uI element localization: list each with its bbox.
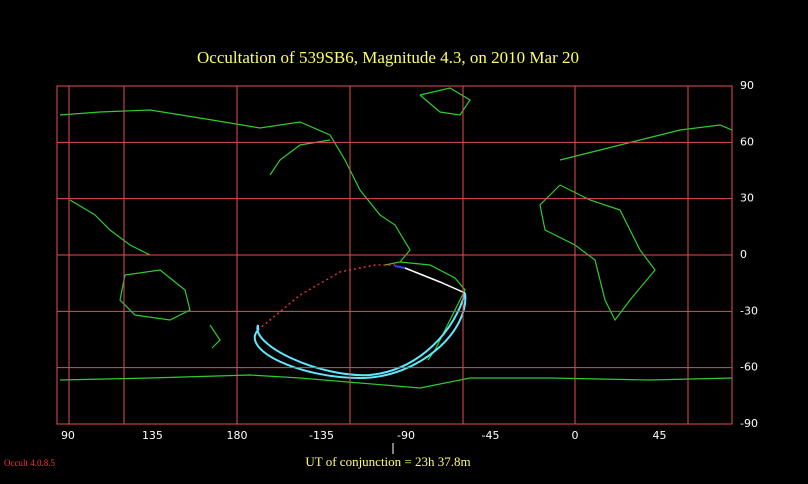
longitude-label: 45 xyxy=(653,429,667,442)
map-frame xyxy=(56,85,733,425)
title: Occultation of 539SB6, Magnitude 4.3, on… xyxy=(197,48,579,67)
longitude-label: 0 xyxy=(572,429,579,442)
longitude-label: 90 xyxy=(61,429,75,442)
latitude-label: 90 xyxy=(740,79,754,92)
occultation-path xyxy=(253,264,467,380)
version: Occult 4.0.8.5 xyxy=(4,458,55,468)
latitude-label: -90 xyxy=(740,417,758,430)
latitude-label: 30 xyxy=(740,192,754,205)
latitude-label: 0 xyxy=(740,248,747,261)
longitude-label: -90 xyxy=(397,429,415,442)
latitude-label: 60 xyxy=(740,135,754,148)
latitude-label: -60 xyxy=(740,361,758,374)
coastlines xyxy=(59,87,733,389)
longitude-label: 180 xyxy=(226,429,247,442)
longitude-label: 135 xyxy=(142,429,163,442)
longitude-label: -45 xyxy=(482,429,500,442)
conjunction-time: UT of conjunction = 23h 37.8m xyxy=(305,454,470,469)
latitude-label: -30 xyxy=(740,304,758,317)
longitude-label: -135 xyxy=(309,429,334,442)
